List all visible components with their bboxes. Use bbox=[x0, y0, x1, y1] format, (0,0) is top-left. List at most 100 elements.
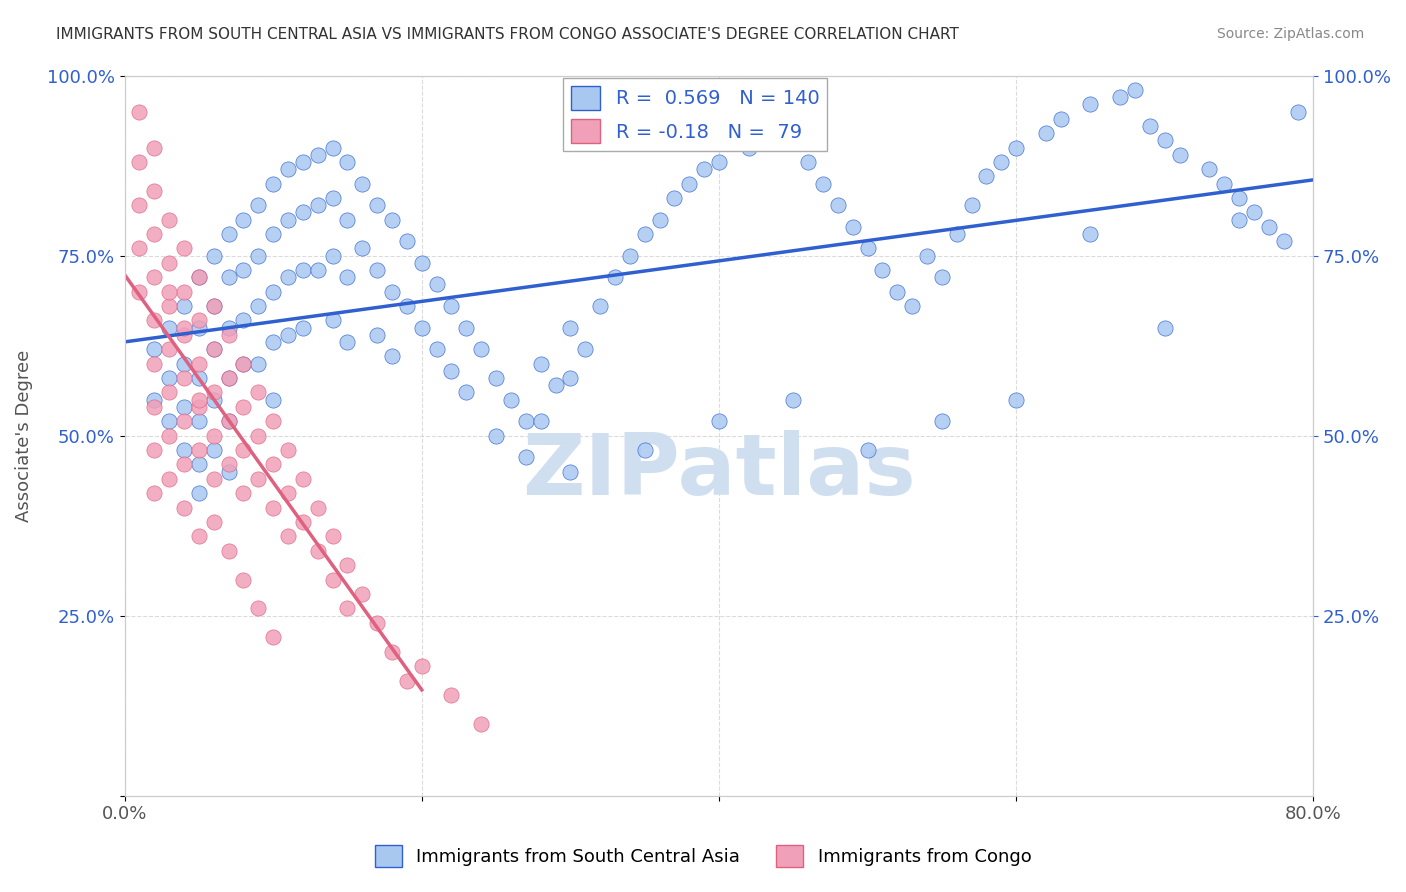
Point bbox=[1080, 97, 1102, 112]
Point bbox=[187, 270, 209, 285]
Point bbox=[143, 342, 166, 356]
Point bbox=[1168, 147, 1191, 161]
Point bbox=[173, 327, 195, 342]
Point bbox=[128, 285, 150, 299]
Point bbox=[395, 299, 418, 313]
Point bbox=[173, 500, 195, 515]
Point bbox=[247, 357, 270, 371]
Point bbox=[202, 299, 225, 313]
Point bbox=[664, 191, 686, 205]
Point bbox=[173, 443, 195, 458]
Point bbox=[173, 320, 195, 334]
Point bbox=[485, 428, 508, 442]
Point bbox=[648, 212, 671, 227]
Point bbox=[247, 249, 270, 263]
Point bbox=[336, 270, 359, 285]
Point bbox=[307, 500, 329, 515]
Text: Source: ZipAtlas.com: Source: ZipAtlas.com bbox=[1216, 27, 1364, 41]
Point bbox=[291, 205, 314, 219]
Point bbox=[381, 285, 404, 299]
Point bbox=[157, 385, 180, 400]
Point bbox=[352, 587, 374, 601]
Point bbox=[589, 299, 612, 313]
Point bbox=[322, 573, 344, 587]
Point bbox=[560, 465, 582, 479]
Point bbox=[782, 392, 804, 407]
Point bbox=[322, 249, 344, 263]
Point bbox=[603, 270, 626, 285]
Point bbox=[157, 371, 180, 385]
Point bbox=[707, 414, 730, 428]
Point bbox=[797, 155, 820, 169]
Point bbox=[440, 299, 463, 313]
Point bbox=[1109, 90, 1132, 104]
Point bbox=[128, 155, 150, 169]
Point bbox=[262, 334, 284, 349]
Point bbox=[1049, 112, 1071, 126]
Point bbox=[322, 140, 344, 154]
Point bbox=[247, 601, 270, 615]
Point bbox=[157, 212, 180, 227]
Point bbox=[1035, 126, 1057, 140]
Point bbox=[352, 241, 374, 255]
Point bbox=[1153, 133, 1175, 147]
Point bbox=[187, 400, 209, 414]
Point bbox=[262, 285, 284, 299]
Point bbox=[262, 392, 284, 407]
Point bbox=[143, 184, 166, 198]
Point bbox=[202, 443, 225, 458]
Point bbox=[411, 659, 433, 673]
Point bbox=[1198, 162, 1220, 177]
Point bbox=[218, 465, 240, 479]
Point bbox=[157, 342, 180, 356]
Point bbox=[901, 299, 924, 313]
Point bbox=[187, 357, 209, 371]
Point bbox=[143, 392, 166, 407]
Point bbox=[634, 227, 657, 241]
Point bbox=[173, 357, 195, 371]
Point bbox=[291, 320, 314, 334]
Point bbox=[411, 320, 433, 334]
Point bbox=[247, 428, 270, 442]
Point bbox=[634, 443, 657, 458]
Point bbox=[322, 191, 344, 205]
Point bbox=[1227, 191, 1250, 205]
Point bbox=[143, 313, 166, 327]
Point bbox=[143, 443, 166, 458]
Point bbox=[872, 263, 894, 277]
Point bbox=[232, 400, 254, 414]
Point bbox=[187, 458, 209, 472]
Point bbox=[827, 198, 849, 212]
Point bbox=[218, 371, 240, 385]
Point bbox=[707, 155, 730, 169]
Y-axis label: Associate's Degree: Associate's Degree bbox=[15, 350, 32, 522]
Point bbox=[277, 270, 299, 285]
Point bbox=[187, 414, 209, 428]
Point bbox=[202, 515, 225, 529]
Point bbox=[143, 140, 166, 154]
Point bbox=[232, 357, 254, 371]
Point bbox=[277, 212, 299, 227]
Point bbox=[173, 241, 195, 255]
Point bbox=[232, 443, 254, 458]
Point bbox=[202, 342, 225, 356]
Point bbox=[1080, 227, 1102, 241]
Point bbox=[157, 472, 180, 486]
Point bbox=[856, 241, 879, 255]
Point bbox=[456, 320, 478, 334]
Point bbox=[232, 212, 254, 227]
Point bbox=[277, 162, 299, 177]
Point bbox=[336, 212, 359, 227]
Point bbox=[247, 472, 270, 486]
Point bbox=[143, 227, 166, 241]
Point bbox=[202, 342, 225, 356]
Point bbox=[1227, 212, 1250, 227]
Point bbox=[218, 544, 240, 558]
Point bbox=[143, 357, 166, 371]
Point bbox=[411, 256, 433, 270]
Point bbox=[232, 357, 254, 371]
Point bbox=[395, 673, 418, 688]
Point bbox=[291, 263, 314, 277]
Point bbox=[426, 342, 449, 356]
Point bbox=[143, 400, 166, 414]
